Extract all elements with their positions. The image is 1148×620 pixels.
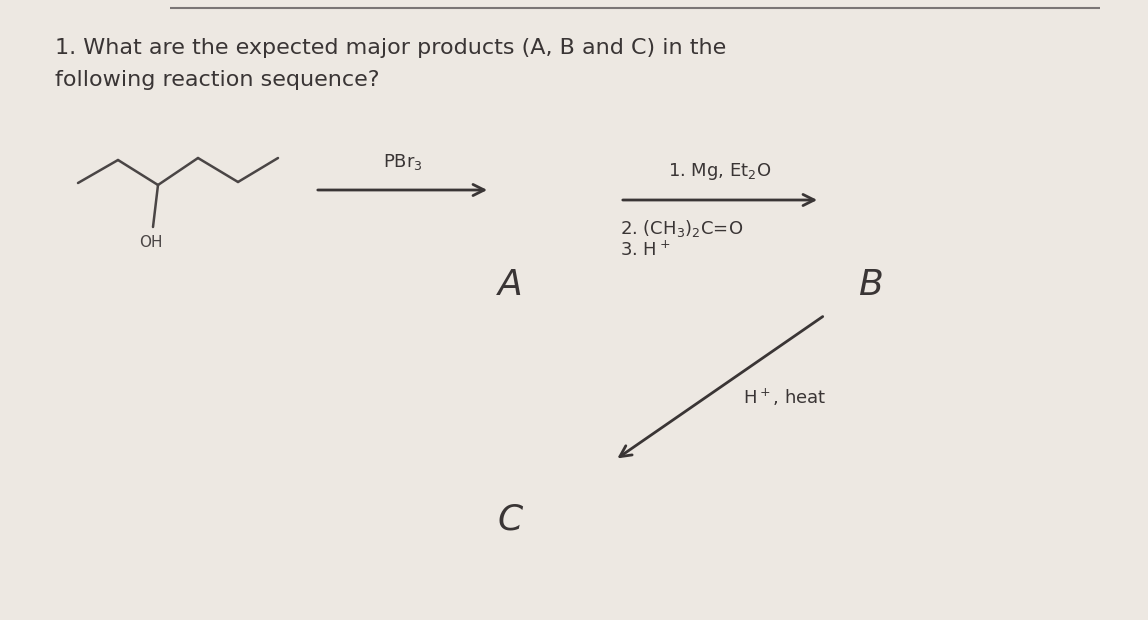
Text: B: B	[858, 268, 883, 302]
Text: 1. Mg, Et$_2$O: 1. Mg, Et$_2$O	[668, 161, 771, 182]
Text: 3. H$^+$: 3. H$^+$	[620, 240, 670, 259]
Text: 2. (CH$_3$)$_2$C=O: 2. (CH$_3$)$_2$C=O	[620, 218, 743, 239]
Text: OH: OH	[139, 235, 163, 250]
Text: C: C	[497, 503, 522, 537]
Text: A: A	[497, 268, 522, 302]
Text: PBr$_3$: PBr$_3$	[382, 152, 422, 172]
Text: H$^+$, heat: H$^+$, heat	[744, 387, 827, 408]
Text: 1. What are the expected major products (A, B and C) in the: 1. What are the expected major products …	[55, 38, 727, 58]
Text: following reaction sequence?: following reaction sequence?	[55, 70, 380, 90]
